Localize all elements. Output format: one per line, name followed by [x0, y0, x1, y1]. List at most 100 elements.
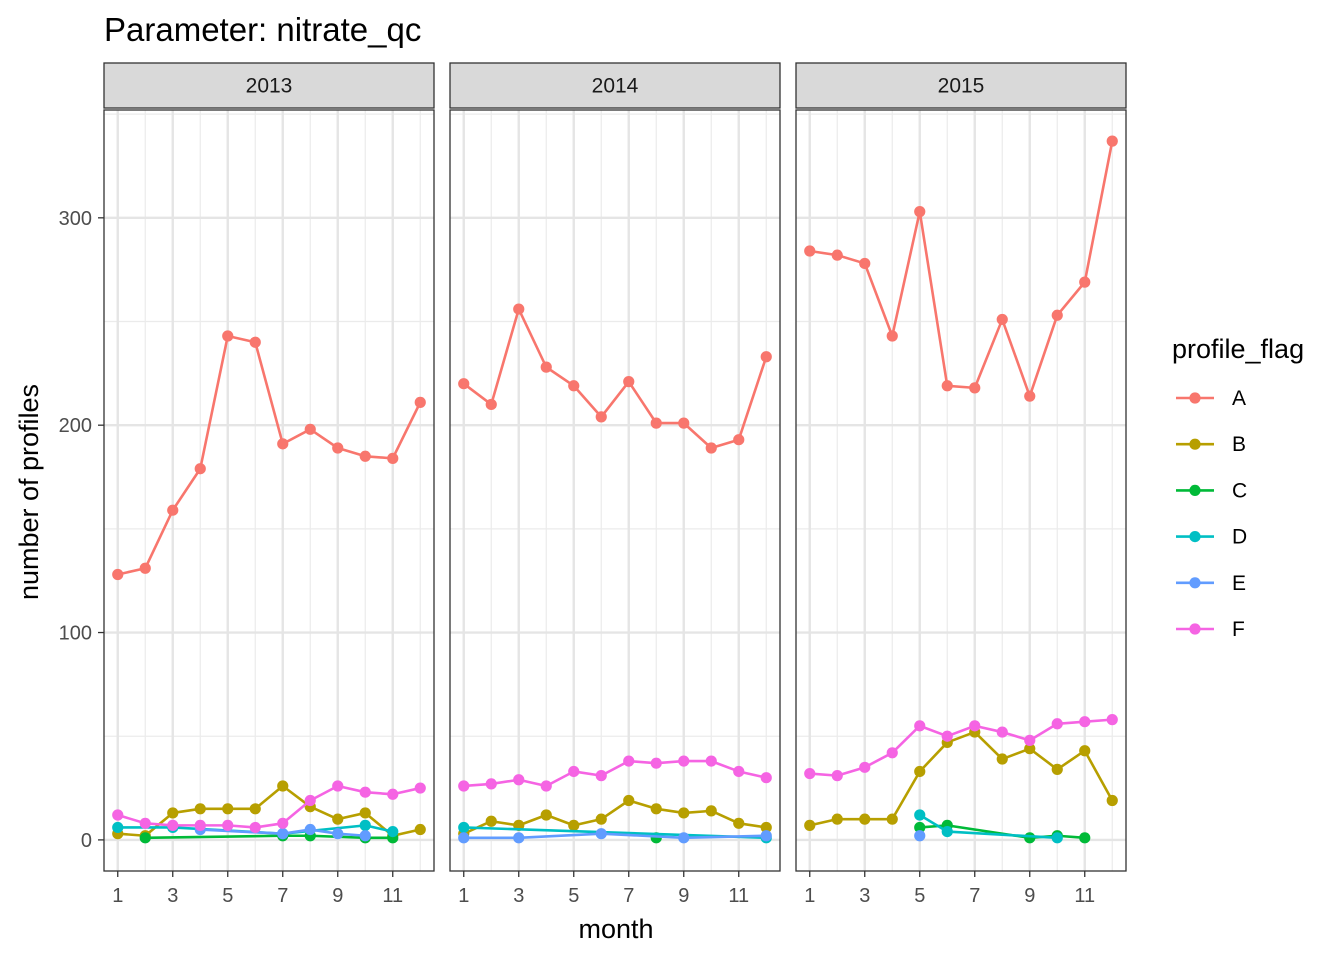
data-point-F: [650, 757, 662, 769]
legend-marker: [1189, 484, 1201, 496]
x-tick-label: 3: [167, 885, 178, 907]
data-point-A: [678, 417, 690, 429]
data-point-B: [914, 765, 926, 778]
data-point-B: [733, 817, 745, 829]
facet-panels: 2013 1 3 5 7 9 11 0 100 200 300 2014 1 3 5 7 9 11 2015 1 3 5 7…: [59, 62, 1127, 907]
data-point-F: [277, 817, 289, 829]
legend-label: C: [1232, 479, 1247, 502]
data-point-D: [1051, 832, 1063, 844]
data-point-B: [804, 819, 816, 831]
y-tick-label: 0: [81, 830, 92, 852]
gridlines: [450, 110, 780, 871]
series-A-2014: [458, 303, 772, 454]
legend-item-A: A: [1176, 387, 1246, 410]
facet-panel-2015: 2015 1 3 5 7 9 11: [795, 62, 1127, 907]
y-tick-label: 300: [59, 208, 92, 230]
legend-label: B: [1232, 433, 1246, 456]
data-point-F: [332, 780, 344, 792]
data-point-A: [831, 249, 843, 261]
data-point-E: [277, 828, 289, 840]
data-point-A: [595, 411, 607, 423]
data-point-A: [540, 361, 552, 373]
x-tick-label: 1: [112, 885, 123, 907]
x-tick-label: 9: [1024, 885, 1035, 907]
facet-strip: [795, 62, 1127, 109]
data-point-E: [760, 830, 772, 842]
data-point-B: [485, 815, 497, 827]
data-point-F: [414, 782, 426, 794]
data-point-F: [760, 772, 772, 784]
data-point-A: [1024, 390, 1036, 402]
chart-title: Parameter: nitrate_qc: [104, 11, 421, 48]
series-A-2015: [804, 135, 1118, 402]
data-point-A: [359, 450, 371, 462]
legend-item-D: D: [1176, 526, 1247, 549]
data-point-A: [859, 257, 871, 270]
data-point-B: [277, 780, 289, 792]
data-point-B: [194, 803, 206, 815]
data-point-F: [568, 765, 580, 778]
data-point-B: [650, 803, 662, 815]
data-point-C: [139, 832, 151, 844]
data-point-B: [1079, 745, 1091, 757]
data-point-E: [595, 828, 607, 840]
data-point-B: [1051, 763, 1063, 775]
data-point-A: [304, 423, 316, 435]
panel-background: [104, 110, 434, 871]
data-point-B: [678, 807, 690, 819]
data-point-F: [595, 770, 607, 782]
panel-background: [450, 110, 780, 871]
data-point-A: [1079, 276, 1091, 288]
data-point-F: [167, 819, 179, 831]
data-point-B: [167, 807, 179, 819]
series-F-2013: [112, 780, 426, 834]
data-point-B: [1024, 743, 1036, 755]
series-F-2015: [804, 714, 1118, 782]
data-point-E: [513, 832, 525, 844]
data-point-A: [387, 452, 399, 464]
data-point-B: [414, 823, 426, 836]
data-point-B: [222, 803, 234, 815]
data-point-D: [359, 819, 371, 831]
legend-marker: [1189, 392, 1201, 404]
data-point-A: [249, 336, 261, 348]
data-point-D: [914, 809, 926, 821]
data-point-E: [914, 830, 926, 842]
data-point-B: [996, 753, 1008, 765]
series-A-2013: [112, 330, 426, 581]
data-point-F: [485, 778, 497, 790]
data-point-B: [760, 821, 772, 834]
data-point-B: [1106, 794, 1118, 807]
y-tick-label: 200: [59, 415, 92, 437]
data-point-A: [804, 245, 816, 257]
data-point-F: [304, 794, 316, 807]
x-tick-label: 7: [277, 885, 288, 907]
data-point-B: [705, 805, 717, 817]
data-point-A: [623, 376, 635, 388]
data-point-A: [886, 330, 898, 342]
data-point-E: [458, 832, 470, 844]
legend-label: A: [1232, 387, 1246, 410]
x-tick-label: 5: [568, 885, 579, 907]
data-point-A: [332, 442, 344, 454]
legend-title: profile_flag: [1172, 334, 1304, 364]
data-point-F: [1106, 714, 1118, 726]
x-tick-label: 11: [1074, 885, 1095, 907]
x-tick-label: 9: [332, 885, 343, 907]
series-B-2015: [804, 726, 1118, 831]
data-point-A: [222, 330, 234, 342]
legend-item-E: E: [1176, 572, 1246, 595]
facet-strip-label: 2015: [938, 75, 985, 98]
data-point-F: [969, 720, 981, 732]
series-F-2014: [458, 755, 772, 792]
panel-border: [449, 109, 781, 872]
data-point-A: [167, 504, 179, 516]
data-point-A: [458, 378, 470, 390]
legend-item-F: F: [1176, 618, 1245, 641]
x-tick-label: 3: [859, 885, 870, 907]
legend-marker: [1189, 531, 1201, 543]
data-point-E: [304, 823, 316, 836]
data-point-D: [387, 826, 399, 838]
data-point-A: [650, 417, 662, 429]
